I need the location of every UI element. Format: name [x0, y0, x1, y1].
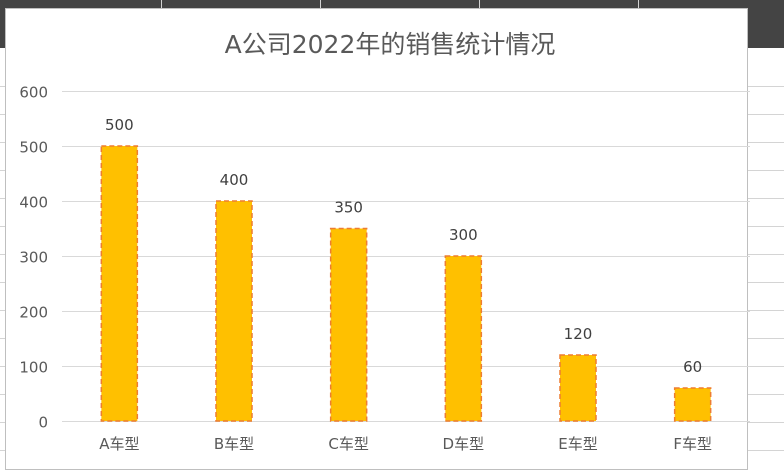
data-label: 300: [449, 226, 478, 244]
data-label: 120: [564, 325, 593, 343]
bar[interactable]: [559, 354, 597, 422]
y-tick-label: 600: [19, 84, 48, 102]
bar[interactable]: [444, 255, 483, 422]
x-tick-label: B车型: [214, 435, 254, 453]
data-label: 60: [683, 358, 702, 376]
data-label: 400: [220, 171, 249, 189]
gridlines: [62, 91, 750, 422]
y-tick-label: 100: [19, 359, 48, 377]
bars: [100, 145, 712, 422]
x-tick-label: F车型: [673, 435, 712, 453]
y-tick-label: 400: [19, 194, 48, 212]
x-tick-label: C车型: [328, 435, 368, 453]
y-tick-label: 0: [38, 414, 48, 432]
bar[interactable]: [673, 387, 712, 422]
y-axis-ticks: 0 100 200 300 400 500 600: [19, 84, 48, 432]
y-tick-label: 300: [19, 249, 48, 267]
x-tick-label: E车型: [558, 435, 597, 453]
bar[interactable]: [100, 145, 139, 422]
x-tick-label: D车型: [443, 435, 485, 453]
bar[interactable]: [215, 200, 253, 422]
x-axis-ticks: A车型 B车型 C车型 D车型 E车型 F车型: [99, 435, 712, 453]
data-labels: 500 400 350 300 120 60: [105, 116, 702, 376]
chart-title: A公司2022年的销售统计情况: [225, 30, 556, 59]
bar[interactable]: [329, 227, 368, 422]
y-tick-label: 500: [19, 139, 48, 157]
data-label: 500: [105, 116, 134, 134]
x-tick-label: A车型: [99, 435, 139, 453]
data-label: 350: [334, 199, 363, 217]
y-tick-label: 200: [19, 304, 48, 322]
